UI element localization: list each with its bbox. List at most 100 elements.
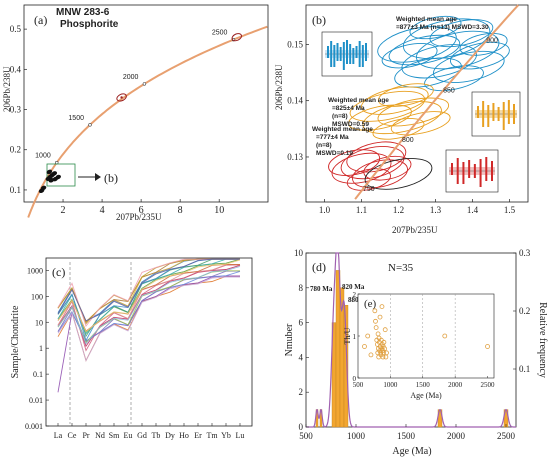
panel-a-xtick-label: 4: [100, 205, 105, 216]
panel-b-inset-bar: [487, 105, 489, 127]
panel-d-label: (d): [312, 260, 326, 274]
panel-b-concordia-label: 850: [443, 87, 455, 94]
panel-e-ytick-label: 0: [353, 375, 357, 383]
panel-b-concordia-label: 900: [486, 37, 498, 44]
panel-c-ytick-label: 0.1: [33, 370, 43, 379]
panel-b-inset-bar: [468, 160, 470, 178]
panel-c-ytick-label: 0.01: [29, 396, 43, 405]
panel-a-concordia-label: 1500: [68, 115, 84, 122]
panel-b-inset-bar: [349, 44, 351, 64]
panel-d-peak-label: 780 Ma: [310, 285, 333, 293]
panel-c-xtick-label: Yb: [221, 431, 231, 440]
panel-a-concordia-node: [89, 123, 92, 126]
panel-c: (c) La Ce Pr Nd Sm Eu Gd Tb Dy Ho Er Tm Yb Lu10001001…: [10, 258, 252, 440]
panel-b-inset-bar: [503, 102, 505, 130]
panel-c-ytick-label: 1000: [27, 266, 43, 275]
panel-a-ytick-label: 0.5: [10, 24, 22, 34]
panel-c-xtick-label: Tm: [206, 431, 218, 440]
panel-b-inset-bar: [359, 41, 361, 67]
panel-b: (b) 750800850900 1.0 1.1 1.2 1.3 1.4 1.50.130…: [274, 5, 528, 235]
panel-c-xtick-label: Ce: [68, 431, 77, 440]
panel-a-xtick-label: 10: [214, 205, 224, 216]
panel-c-xtick-label: Lu: [236, 431, 245, 440]
panel-d-ytick-label: 0: [299, 422, 304, 432]
panel-b-ytick-label: 0.13: [287, 152, 303, 162]
panel-b-inset-bar: [352, 48, 354, 64]
panel-d-xtick-label: 2500: [497, 431, 516, 441]
panel-b-inset-bar: [365, 43, 367, 61]
panel-b-inset-bar: [343, 42, 345, 70]
panel-a-ytick-label: 0.1: [10, 185, 21, 195]
panel-d-ylabel: Nmuber: [284, 323, 295, 356]
panel-e-xlabel: Age (Ma): [410, 391, 442, 400]
panel-a-data-point-core: [120, 96, 122, 98]
panel-b-label: (b): [312, 13, 326, 27]
panel-b-inset-bar: [477, 106, 479, 118]
panel-a-ylabel: 206Pb/238U: [2, 66, 12, 112]
panel-c-xtick-label: Ho: [179, 431, 189, 440]
panel-c-xtick-label: Er: [194, 431, 202, 440]
panel-b-inset-bar: [337, 43, 339, 61]
panel-b-inset-bar: [498, 107, 500, 121]
panel-b-inset-bar: [362, 45, 364, 67]
panel-d-y2tick-label: 0.1: [519, 364, 530, 374]
panel-e-ytick-label: 2: [353, 291, 357, 299]
panel-e-label: (e): [364, 298, 377, 310]
panel-c-xtick-label: Sm: [109, 431, 120, 440]
panel-e-xtick-label: 1500: [416, 381, 431, 389]
panel-d-xtick-label: 2000: [447, 431, 466, 441]
panel-b-inset-bar: [327, 46, 329, 58]
panel-d-peak-label: 820 Ma: [342, 283, 365, 291]
panel-d-ytick-label: 6: [299, 318, 304, 328]
panel-b-xlabel: 207Pb/235U: [392, 225, 438, 235]
panel-b-inset-bar: [474, 164, 476, 178]
panel-b-inset-bar: [508, 100, 510, 124]
panel-b-annotation-orange: =825±4 Ma: [332, 105, 365, 112]
panel-b-inset-bar: [491, 161, 493, 181]
panel-b-annotation-orange: (n=8): [332, 113, 348, 120]
panel-b-xtick-label: 1.4: [467, 205, 479, 215]
panel-b-inset-bar: [330, 41, 332, 67]
panel-a-xtick-label: 2: [61, 205, 66, 216]
panel-b-annotation-red: (n=8): [316, 142, 332, 149]
panel-a-concordia-label: 2500: [212, 30, 228, 37]
panel-d-y2tick-label: 0.3: [519, 248, 531, 258]
panel-b-ylabel: 206Pb/238U: [274, 64, 284, 110]
panel-b-inset-bar: [485, 157, 487, 181]
panel-b-inset-bar: [457, 158, 459, 184]
panel-d-xtick-label: 1000: [347, 431, 366, 441]
panel-e-ytick-label: 1: [353, 333, 357, 341]
panel-c-xtick-label: Tb: [152, 431, 161, 440]
panel-b-xtick-label: 1.0: [319, 205, 331, 215]
panel-a-title: MNW 283-6: [56, 7, 110, 18]
panel-b-annotation-orange: Weighted mean age: [328, 97, 389, 104]
panel-b-inset-bar: [333, 45, 335, 67]
panel-a-frame: [24, 5, 268, 202]
panel-b-xtick-label: 1.2: [393, 205, 404, 215]
panel-b-inset-bar: [356, 46, 358, 58]
panel-c-ytick-label: 0.001: [25, 422, 43, 431]
panel-b-ytick-label: 0.15: [287, 39, 303, 49]
panel-a-concordia-node: [143, 82, 146, 85]
panel-d-y2label: Relative frequency: [537, 302, 548, 378]
panel-b-inset-bar: [492, 103, 494, 121]
panel-d-xtick-label: 1500: [397, 431, 416, 441]
panel-c-label: (c): [52, 265, 65, 279]
panel-a-subtitle: Phosphorite: [60, 19, 119, 30]
panel-b-inset-bar: [462, 162, 464, 184]
panel-b-annotation-blue: =877±3 Ma (n=13) MSWD=3.30: [396, 24, 489, 31]
panel-d-ytick-label: 4: [299, 352, 304, 362]
panel-c-xtick-label: Pr: [82, 431, 89, 440]
panel-b-inset-bar: [340, 47, 342, 61]
panel-b-xtick-label: 1.3: [430, 205, 442, 215]
panel-b-inset-bar: [451, 163, 453, 175]
panel-c-ytick-label: 10: [35, 318, 43, 327]
panel-c-xtick-label: La: [54, 431, 63, 440]
panel-a-concordia-label: 2000: [123, 74, 139, 81]
panel-b-inset-bar: [480, 159, 482, 187]
panel-b-ytick-label: 0.14: [287, 96, 303, 106]
panel-a-xlabel: 207Pb/235U: [116, 212, 162, 222]
panel-c-ylabel: Sample/Chondrite: [10, 305, 21, 378]
panel-a: (a) MNW 283-6 Phosphorite 2 4 6 8 10 0.1 0.2 0.…: [2, 5, 268, 222]
